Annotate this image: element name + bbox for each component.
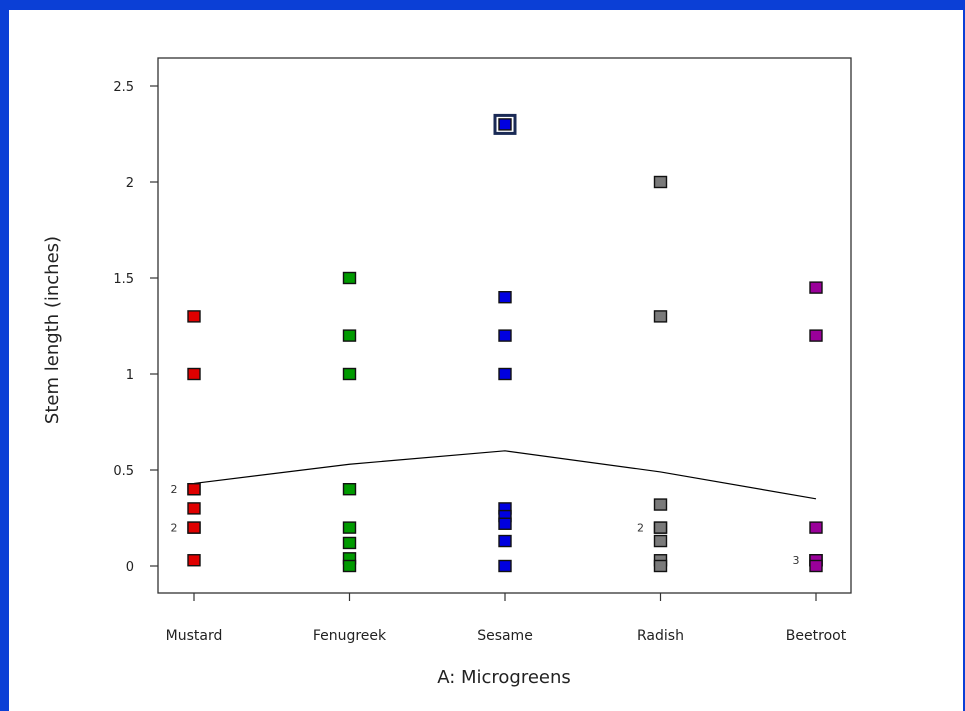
x-axis-title: A: Microgreens bbox=[437, 667, 571, 688]
data-point bbox=[809, 281, 823, 294]
data-point bbox=[342, 521, 357, 534]
y-tick-label: 1.5 bbox=[113, 272, 134, 287]
highlighted-point-marker bbox=[493, 113, 517, 135]
means-line bbox=[193, 450, 817, 500]
data-point bbox=[187, 367, 201, 381]
data-point bbox=[187, 521, 201, 534]
data-point bbox=[342, 536, 357, 550]
data-point bbox=[187, 483, 201, 496]
y-axis: 0 0.5 1 1.5 2 2.5 bbox=[113, 80, 158, 575]
point-count-label: 3 bbox=[793, 554, 800, 567]
data-point bbox=[498, 329, 512, 342]
data-point bbox=[653, 175, 668, 189]
data-point bbox=[342, 271, 357, 285]
data-point bbox=[653, 498, 668, 511]
x-tick-label: Radish bbox=[637, 628, 684, 644]
data-point bbox=[653, 559, 668, 573]
data-point bbox=[498, 559, 512, 573]
point-count-label: 2 bbox=[171, 522, 178, 535]
data-points bbox=[187, 113, 823, 573]
data-point bbox=[653, 534, 668, 548]
y-tick-label: 0.5 bbox=[113, 464, 134, 479]
x-tick-label: Fenugreek bbox=[313, 628, 387, 644]
point-count-label: 2 bbox=[171, 483, 178, 496]
data-point bbox=[809, 559, 823, 573]
data-point bbox=[809, 521, 823, 534]
data-point bbox=[342, 329, 357, 342]
point-count-label: 2 bbox=[637, 522, 644, 535]
data-point bbox=[342, 559, 357, 573]
data-point bbox=[653, 521, 668, 534]
x-tick-label: Beetroot bbox=[786, 628, 847, 644]
data-point bbox=[187, 310, 201, 323]
data-point bbox=[342, 367, 357, 381]
data-point bbox=[187, 554, 201, 567]
x-tick-label: Mustard bbox=[166, 628, 223, 644]
data-point bbox=[809, 329, 823, 342]
y-tick-label: 0 bbox=[126, 560, 134, 575]
y-tick-label: 2.5 bbox=[113, 80, 134, 95]
data-point bbox=[653, 310, 668, 323]
x-axis: Mustard Fenugreek Sesame Radish Beetroot bbox=[166, 593, 847, 644]
x-tick-label: Sesame bbox=[477, 628, 533, 644]
data-point bbox=[498, 367, 512, 381]
y-tick-label: 1 bbox=[126, 368, 134, 383]
y-tick-label: 2 bbox=[126, 176, 134, 191]
data-point bbox=[498, 291, 512, 304]
point-count-labels: 2 2 2 3 bbox=[171, 483, 800, 567]
data-point bbox=[498, 534, 512, 548]
data-point bbox=[187, 502, 201, 515]
y-axis-title: Stem length (inches) bbox=[42, 236, 63, 424]
data-point bbox=[498, 517, 512, 530]
data-point bbox=[498, 118, 512, 131]
data-point bbox=[342, 483, 357, 496]
